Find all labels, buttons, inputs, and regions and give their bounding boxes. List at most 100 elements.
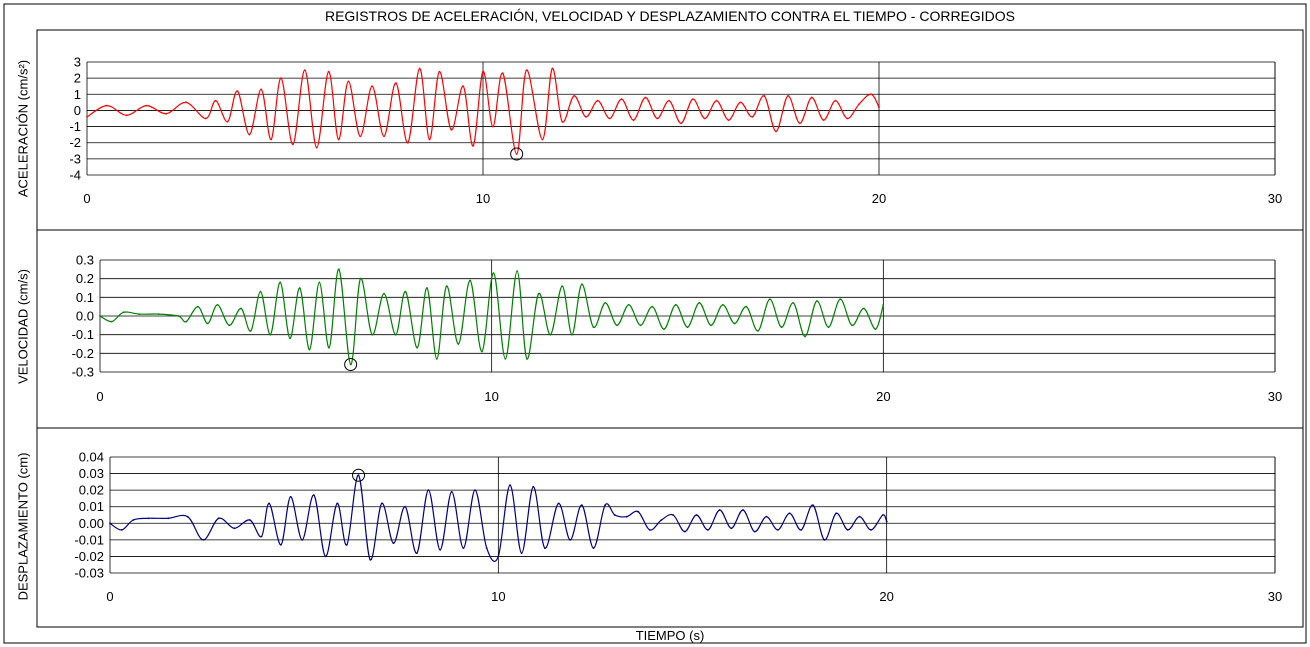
displacement-data-point (260, 535, 263, 538)
acceleration-data-point (428, 138, 431, 141)
displacement-xtick-label: 10 (491, 589, 505, 604)
displacement-ytick-label: 0.03 (79, 466, 104, 481)
acceleration-data-point (226, 120, 229, 123)
acceleration-data-point (858, 103, 861, 105)
displacement-ytick-label: 0.02 (79, 483, 104, 498)
velocity-data-point (177, 315, 180, 317)
velocity-data-point (592, 326, 595, 329)
displacement-data-point (788, 512, 791, 515)
displacement-data-point (881, 514, 884, 516)
velocity-xtick-label: 30 (1268, 389, 1282, 404)
displacement-data-point (777, 529, 779, 531)
displacement-data-point (823, 539, 826, 541)
acceleration-data-point (450, 128, 453, 131)
acceleration-ytick-label: 0 (74, 103, 81, 118)
acceleration-data-point (668, 99, 670, 102)
displacement-axis-title: DESPLAZAMIENTO (cm) (15, 452, 31, 601)
displacement-data-point (730, 527, 733, 530)
acceleration-data-point (482, 70, 484, 73)
displacement-panel: 0.040.03 0.020.01 0.00-0.01 -0.02 -0.030 10 20… (74, 450, 1282, 605)
velocity-ytick-label: 0.2 (76, 271, 94, 286)
acceleration-xtick-label: 30 (1268, 191, 1282, 206)
velocity-ytick-label: -0.2 (72, 346, 94, 361)
acceleration-axis-title: ACELERACIÓN (cm/s²) (15, 59, 31, 198)
velocity-data-point (416, 346, 419, 349)
velocity-peak-marker (344, 358, 358, 372)
displacement-data-point (404, 505, 406, 508)
displacement-data-point (147, 517, 150, 520)
velocity-data-point (481, 350, 483, 353)
velocity-data-point (110, 320, 113, 323)
displacement-data-point (357, 474, 360, 477)
velocity-data-point (651, 305, 654, 308)
velocity-data-point (308, 348, 311, 351)
velocity-data-point (571, 333, 573, 336)
velocity-data-point (328, 346, 330, 349)
acceleration-ytick-label: 1 (74, 87, 81, 102)
displacement-data-point (392, 542, 395, 545)
acceleration-data-point (438, 70, 441, 73)
acceleration-ytick-label: 3 (74, 55, 81, 70)
acceleration-data-point (573, 95, 575, 97)
velocity-xtick-label: 10 (484, 389, 498, 404)
displacement-data-point (336, 502, 339, 505)
velocity-data-point (768, 298, 771, 301)
velocity-data-point (745, 305, 748, 308)
displacement-data-point (683, 530, 686, 533)
acceleration-data-point (204, 117, 207, 120)
acceleration-data-point (395, 82, 397, 84)
displacement-data-point (604, 504, 606, 506)
velocity-data-point (639, 324, 642, 327)
acceleration-data-point (501, 72, 504, 75)
displacement-data-point (167, 517, 170, 520)
velocity-data-point (733, 322, 736, 325)
acceleration-data-point (596, 99, 599, 102)
velocity-data-point (504, 358, 507, 360)
displacement-data-point (301, 539, 304, 541)
acceleration-data-point (236, 90, 239, 92)
acceleration-data-point (608, 117, 611, 120)
acceleration-data-point (763, 95, 766, 97)
velocity-data-point (259, 290, 262, 293)
velocity-ytick-label: 0.0 (76, 309, 94, 324)
acceleration-data-point (185, 101, 187, 104)
acceleration-data-point (371, 85, 373, 88)
velocity-data-point (698, 302, 701, 304)
acceleration-data-point (692, 98, 694, 100)
velocity-data-point (616, 324, 618, 327)
velocity-ytick-label: -0.1 (72, 327, 94, 342)
acceleration-data-point (292, 143, 294, 146)
displacement-data-point (280, 543, 282, 546)
outer-border (3, 3, 1307, 644)
displacement-data-point (248, 519, 251, 521)
acceleration-xtick-label: 10 (476, 191, 490, 206)
acceleration-data-point (751, 116, 754, 118)
displacement-peak-marker (352, 468, 366, 482)
displacement-data-point (835, 512, 838, 515)
acceleration-data-point (383, 135, 385, 138)
displacement-data-point (544, 547, 546, 549)
velocity-xtick-label: 0 (96, 389, 103, 404)
velocity-data-point (249, 330, 252, 332)
velocity-data-point (279, 281, 282, 284)
acceleration-data-point (492, 125, 494, 128)
velocity-data-point (686, 326, 689, 329)
velocity-data-point (359, 277, 362, 280)
acceleration-data-point (105, 104, 108, 107)
acceleration-data-point (280, 77, 282, 79)
acceleration-data-point (822, 119, 825, 121)
acceleration-data-point (787, 95, 789, 97)
velocity-data-point (815, 300, 818, 302)
displacement-data-point (637, 510, 639, 513)
acceleration-ytick-label: -3 (69, 151, 81, 166)
velocity-data-point (580, 283, 583, 286)
displacement-data-point (313, 494, 315, 496)
displacement-data-point (369, 558, 372, 561)
velocity-xtick-label: 20 (876, 389, 890, 404)
velocity-data-point (492, 272, 495, 274)
acceleration-data-point (680, 122, 682, 125)
velocity-data-point (404, 290, 407, 293)
displacement-data-point (557, 502, 560, 505)
